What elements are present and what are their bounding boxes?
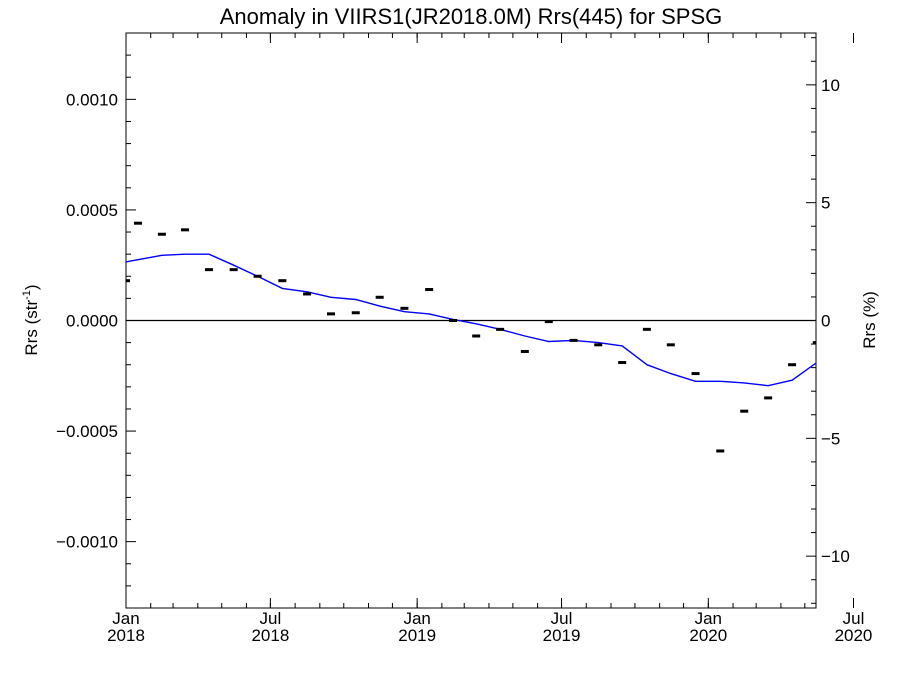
series-layer <box>126 221 894 453</box>
y-axis-label-left: Rrs (str-1) <box>21 284 41 355</box>
anomaly-point <box>375 295 384 299</box>
y-tick-label: −0.0005 <box>56 422 118 441</box>
x-tick-month-label: Jul <box>843 609 865 628</box>
anomaly-point <box>278 279 287 283</box>
x-tick-year-label: 2019 <box>543 626 581 645</box>
y-tick-label: 0.0005 <box>66 201 118 220</box>
x-tick-month-label: Jan <box>695 609 722 628</box>
anomaly-point <box>837 363 845 366</box>
anomaly-point <box>812 341 816 345</box>
anomaly-point <box>133 221 142 225</box>
x-tick-year-label: 2019 <box>398 626 436 645</box>
x-tick-month-label: Jan <box>403 609 430 628</box>
anomaly-point <box>594 343 603 347</box>
anomaly-point <box>126 279 130 283</box>
x-tick-year-label: 2018 <box>107 626 145 645</box>
anomaly-point <box>472 334 481 338</box>
x-tick-year-label: 2018 <box>251 626 289 645</box>
y-right-tick-label: −5 <box>821 429 840 448</box>
y-right-tick-label: 10 <box>821 76 840 95</box>
anomaly-point <box>618 361 627 365</box>
anomaly-point <box>569 338 578 342</box>
smoothed-series-line <box>126 253 816 387</box>
x-tick-year-label: 2020 <box>835 626 873 645</box>
anomaly-point <box>691 372 700 376</box>
anomaly-point <box>327 312 336 316</box>
anomaly-point <box>886 322 894 325</box>
x-tick-month-label: Jul <box>551 609 573 628</box>
anomaly-point <box>351 311 360 315</box>
anomaly-point <box>400 306 409 310</box>
anomaly-point <box>764 396 773 400</box>
anomaly-point <box>666 343 675 347</box>
anomaly-point <box>181 228 190 232</box>
anomaly-point <box>253 274 262 278</box>
y-tick-label: 0.0010 <box>66 90 118 109</box>
left-axis: 0.0010 0.0005 0.0000 −0.0005 −0.0010 <box>56 54 136 587</box>
anomaly-point <box>229 268 238 272</box>
y-right-tick-label: −10 <box>821 547 850 566</box>
anomaly-point <box>303 292 312 296</box>
chart-title: Anomaly in VIIRS1(JR2018.0M) Rrs(445) fo… <box>220 4 723 29</box>
anomaly-point <box>425 288 434 292</box>
anomaly-point <box>788 363 797 367</box>
anomaly-point <box>496 327 505 331</box>
anomaly-point <box>716 449 725 453</box>
anomaly-point <box>157 232 166 236</box>
anomaly-point <box>204 268 213 272</box>
anomaly-point <box>449 319 458 322</box>
y-tick-label: −0.0010 <box>56 533 118 552</box>
x-tick-year-label: 2020 <box>689 626 727 645</box>
anomaly-point <box>740 409 749 413</box>
y-axis-label-right: Rrs (%) <box>860 291 879 349</box>
anomaly-point <box>544 320 553 324</box>
anomaly-point <box>520 349 529 353</box>
y-tick-label: 0.0000 <box>66 312 118 331</box>
x-tick-month-label: Jan <box>112 609 139 628</box>
anomaly-point <box>642 327 651 331</box>
y-right-tick-label: 0 <box>821 312 830 331</box>
x-tick-month-label: Jul <box>260 609 282 628</box>
y-right-tick-label: 5 <box>821 194 830 213</box>
x-axis: Jan2018Jul2018Jan2019Jul2019Jan2020Jul20… <box>107 33 872 645</box>
